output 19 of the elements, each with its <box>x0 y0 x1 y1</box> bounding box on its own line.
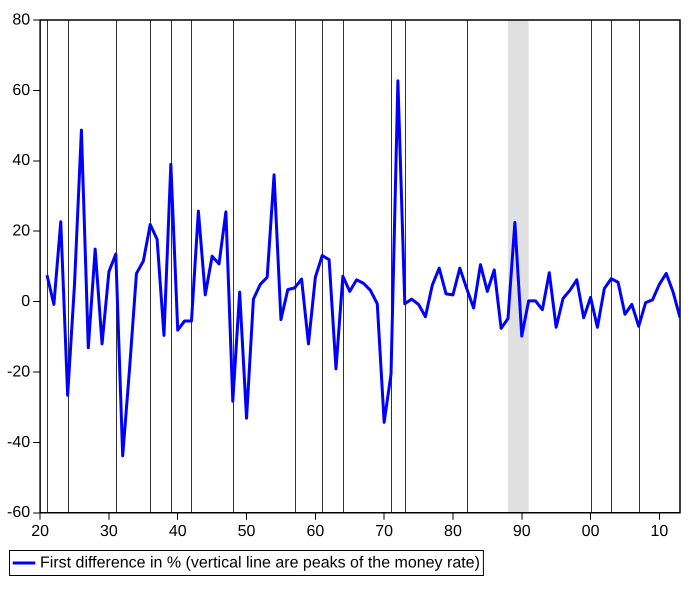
x-tick-label: 20 <box>31 522 50 540</box>
x-tick-label: 90 <box>512 522 531 540</box>
x-tick-label: 40 <box>168 522 187 540</box>
x-tick-label: 00 <box>582 522 600 540</box>
y-tick-label: 0 <box>21 293 30 310</box>
x-tick-label: 50 <box>238 522 256 540</box>
x-tick-label: 30 <box>100 522 118 540</box>
x-tick-label: 80 <box>444 522 462 540</box>
y-tick-label: 80 <box>12 11 30 28</box>
y-tick-label: -60 <box>7 504 30 522</box>
x-tick-label: 60 <box>306 522 324 540</box>
x-tick-label: 70 <box>375 522 394 540</box>
y-tick-label: 60 <box>12 82 30 99</box>
x-tick-label: 10 <box>650 522 668 540</box>
y-tick-label: 20 <box>12 222 30 240</box>
y-tick-label: 40 <box>12 152 30 170</box>
legend-label: First difference in % (vertical line are peaks of the money rate) <box>40 554 480 572</box>
y-tick-label: -40 <box>7 434 30 451</box>
y-tick-label: -20 <box>7 363 30 380</box>
